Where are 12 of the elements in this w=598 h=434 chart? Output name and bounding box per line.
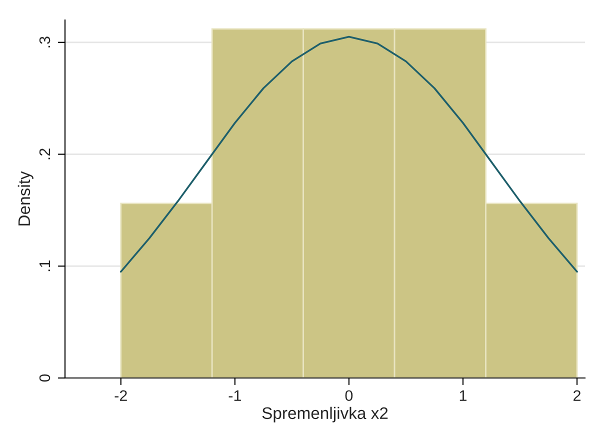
y-tick-label: .2 bbox=[39, 148, 50, 160]
x-tick-label: 1 bbox=[460, 390, 466, 401]
x-tick-label: -1 bbox=[228, 390, 241, 401]
line-series bbox=[120, 36, 578, 273]
x-tick-label: 0 bbox=[345, 390, 353, 402]
y-tick-label: 0 bbox=[39, 374, 50, 382]
y-tick-label: .1 bbox=[40, 260, 50, 272]
y-tick-label: .3 bbox=[39, 36, 50, 48]
x-tick-label: -2 bbox=[114, 390, 127, 401]
y-axis-title: Density bbox=[18, 171, 34, 226]
x-axis-title: Spremenljivka x2 bbox=[262, 406, 388, 422]
x-tick-label: 2 bbox=[574, 390, 580, 401]
